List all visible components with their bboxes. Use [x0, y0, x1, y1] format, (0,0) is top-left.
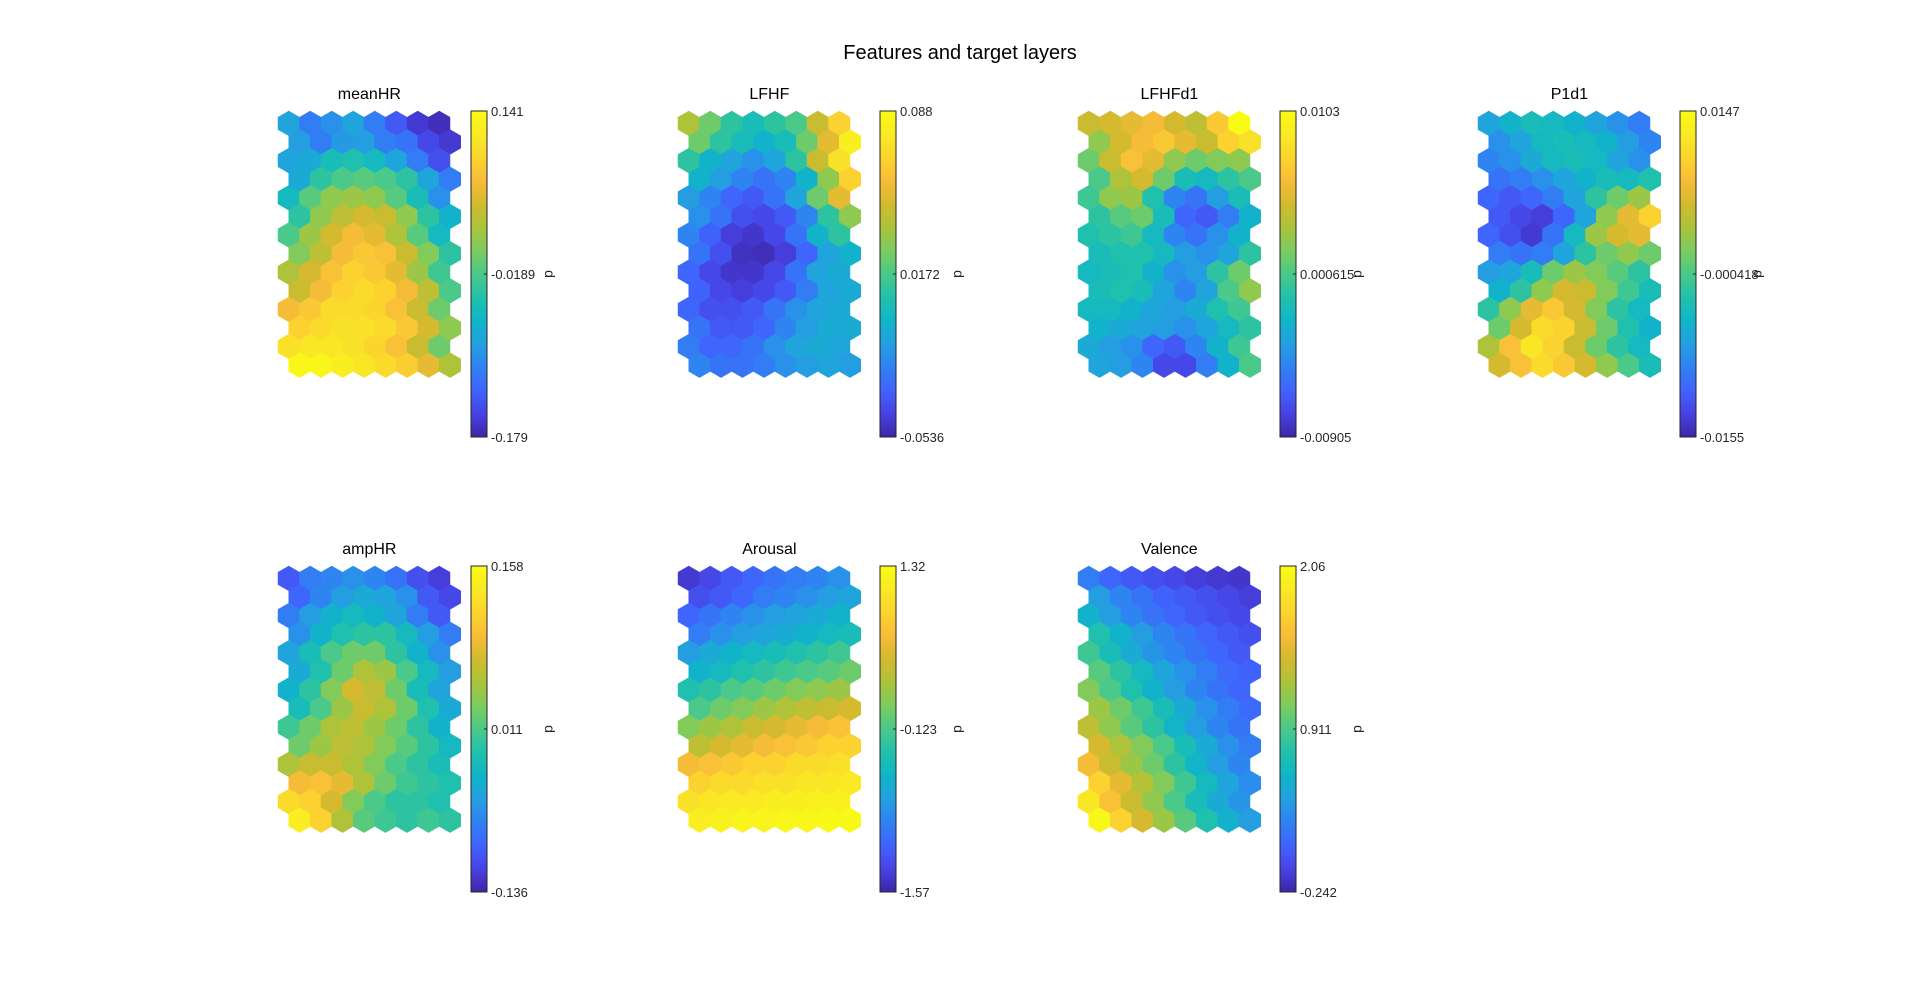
panel-lfhf: LFHF 0.088 0.0172 -0.0536 d: [677, 86, 967, 445]
colorbar-tick-label: 0.0103: [1300, 104, 1340, 119]
colorbar-tick-label: 0.000615: [1300, 267, 1354, 282]
hex-cell: [839, 807, 861, 833]
colorbar-label: d: [1351, 725, 1367, 733]
colorbar-label: d: [542, 725, 558, 733]
colorbar-tick-label: -1.57: [900, 885, 930, 900]
panel-title: P1d1: [1551, 86, 1588, 103]
colorbar-label: d: [1751, 270, 1767, 278]
hex-cell: [1239, 352, 1261, 378]
colorbar-tick-label: 0.0147: [1700, 104, 1740, 119]
colorbar-tick-label: 0.088: [900, 104, 933, 119]
hex-cell: [439, 352, 461, 378]
panel-title: LFHF: [749, 86, 789, 103]
hex-cell: [839, 352, 861, 378]
panel-title: ampHR: [342, 541, 396, 558]
hex-cell: [1639, 352, 1661, 378]
colorbar-tick-label: 0.158: [491, 559, 524, 574]
colorbar-tick-label: 2.06: [1300, 559, 1325, 574]
panel-p1d1: P1d1 0.0147 -0.000418 -0.0155 d: [1477, 86, 1767, 445]
panel-title: Arousal: [742, 541, 796, 558]
panel-amphr: ampHR 0.158 0.011 -0.136 d: [277, 541, 558, 900]
colorbar-tick-label: -0.179: [491, 430, 528, 445]
colorbar-tick-label: -0.136: [491, 885, 528, 900]
hex-cell: [439, 807, 461, 833]
colorbar-tick-label: -0.123: [900, 722, 937, 737]
colorbar-tick-label: -0.00905: [1300, 430, 1351, 445]
colorbar-tick-label: -0.0536: [900, 430, 944, 445]
panel-meanhr: meanHR 0.141 -0.0189 -0.179 d: [277, 86, 558, 445]
panel-title: meanHR: [338, 86, 401, 103]
colorbar-tick-label: -0.0155: [1700, 430, 1744, 445]
panel-lfhfd1: LFHFd1 0.0103 0.000615 -0.00905 d: [1077, 86, 1367, 445]
panel-valence: Valence 2.06 0.911 -0.242 d: [1077, 541, 1367, 900]
colorbar-tick-label: 0.141: [491, 104, 524, 119]
colorbar-tick-label: -0.000418: [1700, 267, 1759, 282]
colorbar-tick-label: 1.32: [900, 559, 925, 574]
colorbar-tick-label: 0.011: [491, 722, 523, 737]
colorbar-label: d: [951, 270, 967, 278]
colorbar-tick-label: 0.911: [1300, 722, 1332, 737]
colorbar-tick-label: -0.0189: [491, 267, 535, 282]
colorbar-label: d: [951, 725, 967, 733]
panel-title: LFHFd1: [1140, 86, 1198, 103]
hex-cell: [1239, 807, 1261, 833]
panel-arousal: Arousal 1.32 -0.123 -1.57 d: [677, 541, 967, 900]
panels-layer: meanHR 0.141 -0.0189 -0.179 d LFHF 0.088 0.0172…: [277, 86, 1767, 900]
colorbar-tick-label: -0.242: [1300, 885, 1337, 900]
colorbar-label: d: [1351, 270, 1367, 278]
colorbar-label: d: [542, 270, 558, 278]
colorbar-tick-label: 0.0172: [900, 267, 940, 282]
figure-title: Features and target layers: [843, 42, 1076, 64]
panel-title: Valence: [1141, 541, 1198, 558]
